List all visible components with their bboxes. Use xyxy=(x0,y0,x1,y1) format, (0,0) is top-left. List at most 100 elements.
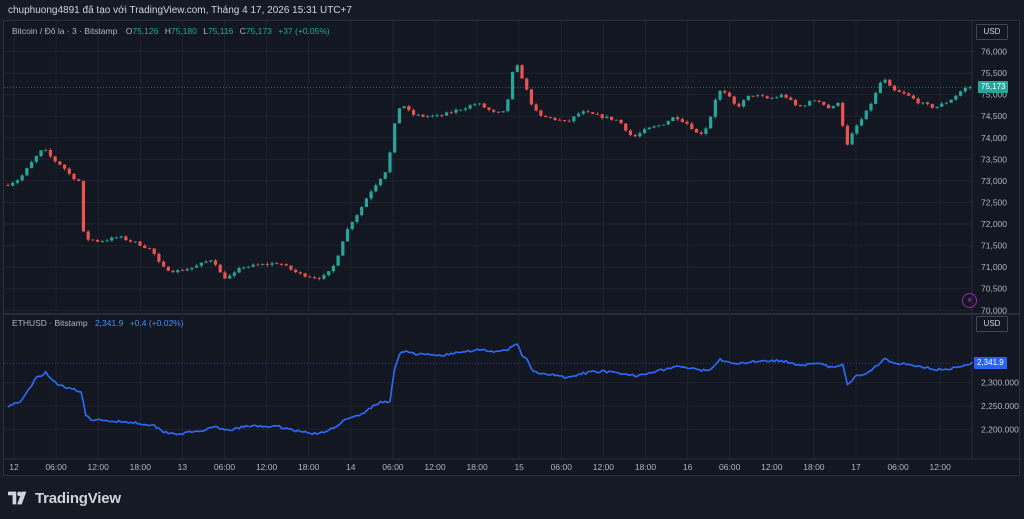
btc-candle xyxy=(845,124,849,146)
currency-button-bottom[interactable]: USD xyxy=(976,316,1008,332)
btc-candle-body xyxy=(209,260,213,262)
btc-candle xyxy=(129,239,133,244)
btc-candle xyxy=(171,269,175,273)
btc-low-label: L xyxy=(203,26,208,36)
btc-candle-body xyxy=(921,102,925,104)
btc-candle-body xyxy=(647,127,651,130)
btc-candle-body xyxy=(152,248,156,254)
btc-candle-body xyxy=(916,98,920,104)
btc-candle-body xyxy=(86,231,90,240)
btc-candle xyxy=(482,102,486,108)
x-tick-label: 15 xyxy=(514,462,524,472)
btc-candle-body xyxy=(793,99,798,106)
btc-candle xyxy=(133,241,137,244)
btc-candle xyxy=(114,236,119,239)
btc-candle-body xyxy=(610,116,614,120)
btc-close-value: 75,173 xyxy=(245,26,272,36)
btc-candle-body xyxy=(869,103,873,111)
x-tick-label: 12:00 xyxy=(424,462,446,472)
btc-candle xyxy=(694,128,699,133)
x-tick-label: 06:00 xyxy=(719,462,741,472)
btc-candle-body xyxy=(251,264,255,267)
btc-candle xyxy=(213,258,218,267)
btc-candle-body xyxy=(242,267,246,269)
btc-candle xyxy=(360,205,364,217)
btc-candle-body xyxy=(586,111,590,113)
btc-candle-body xyxy=(322,275,326,279)
btc-candle xyxy=(190,267,194,271)
btc-candle-body xyxy=(482,103,486,108)
btc-legend[interactable]: Bitcoin / Đô la · 3 · Bitstamp O75,126 H… xyxy=(12,26,330,36)
eth-y-tick-label: 2,250.000 xyxy=(981,401,1019,411)
btc-candle xyxy=(515,63,519,73)
btc-candle-body xyxy=(963,87,967,92)
btc-candle xyxy=(690,121,694,130)
btc-candle xyxy=(525,77,529,91)
btc-candle-body xyxy=(39,150,43,157)
btc-candle xyxy=(723,89,727,95)
btc-candle xyxy=(77,178,81,182)
btc-candle xyxy=(808,99,812,107)
btc-candle xyxy=(680,117,684,123)
lightning-icon[interactable]: ⚡ xyxy=(962,293,977,308)
btc-candle xyxy=(86,230,90,242)
btc-candle xyxy=(916,96,920,105)
btc-candle-body xyxy=(284,264,288,266)
btc-candle xyxy=(119,235,123,239)
btc-candle-body xyxy=(44,149,48,151)
eth-legend[interactable]: ETHUSD · Bitstamp 2,341.9 +0.4 (+0.02%) xyxy=(12,318,184,328)
btc-candle xyxy=(294,268,298,274)
btc-candle-body xyxy=(515,65,519,72)
btc-candle xyxy=(907,92,911,96)
btc-candle-body xyxy=(114,237,119,239)
btc-candle xyxy=(576,112,581,118)
btc-candle xyxy=(336,255,340,266)
btc-y-tick-label: 72,000 xyxy=(981,219,1007,229)
btc-candle xyxy=(676,115,680,121)
btc-candle xyxy=(529,88,534,106)
btc-candle-body xyxy=(548,117,552,118)
btc-candle-body xyxy=(67,168,71,174)
btc-candle-body xyxy=(336,255,340,266)
btc-candle-body xyxy=(940,103,944,107)
btc-candle xyxy=(6,183,10,187)
btc-candle xyxy=(968,85,972,90)
currency-button-top[interactable]: USD xyxy=(976,24,1008,40)
btc-candle-body xyxy=(595,113,600,115)
btc-candle xyxy=(501,111,505,113)
btc-candle xyxy=(798,104,802,107)
btc-candle xyxy=(817,100,821,103)
btc-candle xyxy=(921,101,925,105)
btc-candle-body xyxy=(100,241,104,243)
btc-candle xyxy=(185,267,189,271)
btc-y-tick-label: 72,500 xyxy=(981,197,1007,207)
btc-y-tick-label: 71,500 xyxy=(981,241,1007,251)
btc-candle xyxy=(812,99,816,102)
btc-candle xyxy=(496,111,501,114)
btc-candle xyxy=(892,84,897,92)
btc-high-label: H xyxy=(164,26,171,36)
btc-candle xyxy=(510,71,515,100)
btc-candle-body xyxy=(930,104,934,108)
btc-candle-body xyxy=(416,114,420,116)
btc-candle-body xyxy=(440,115,444,116)
btc-candle xyxy=(737,102,741,108)
btc-candle xyxy=(421,114,425,118)
btc-candle xyxy=(256,263,260,266)
btc-candle-body xyxy=(341,241,345,256)
btc-candle-body xyxy=(265,264,269,265)
btc-candle xyxy=(20,174,24,182)
btc-candle xyxy=(473,102,477,107)
btc-candle xyxy=(897,89,901,93)
btc-candle xyxy=(44,148,48,152)
btc-candle-body xyxy=(831,106,835,109)
btc-candle-body xyxy=(454,109,458,113)
btc-candle xyxy=(416,113,420,116)
btc-candle xyxy=(209,260,213,263)
btc-candle-body xyxy=(11,182,15,186)
btc-candle-body xyxy=(473,104,477,106)
btc-candle-body xyxy=(364,198,368,208)
btc-candle xyxy=(779,93,783,98)
btc-candle xyxy=(671,117,675,122)
